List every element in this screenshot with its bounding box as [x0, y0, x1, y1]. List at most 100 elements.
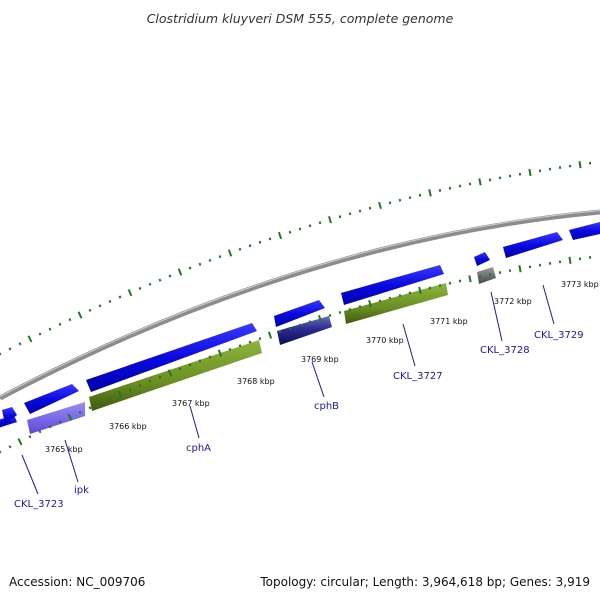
gene-arrow[interactable]	[503, 232, 563, 258]
minor-tick	[448, 186, 452, 190]
minor-tick	[8, 347, 12, 351]
minor-tick	[28, 435, 32, 439]
gene-arrow[interactable]	[274, 300, 325, 327]
minor-tick	[188, 266, 192, 270]
gene-block-gray[interactable]	[477, 267, 496, 284]
gene-block-green[interactable]	[344, 283, 448, 324]
minor-tick	[108, 299, 112, 303]
minor-tick	[398, 198, 402, 202]
major-tick	[117, 390, 123, 398]
minor-tick	[208, 355, 212, 359]
kbp-label: 3772 kbp	[494, 297, 532, 306]
minor-tick	[388, 296, 392, 300]
minor-tick	[228, 347, 232, 351]
gene-block-navy[interactable]	[277, 316, 332, 345]
minor-tick	[298, 323, 302, 327]
major-tick	[328, 216, 332, 224]
minor-tick	[0, 352, 2, 356]
minor-tick	[308, 320, 312, 324]
minor-tick	[418, 193, 422, 197]
major-tick	[277, 231, 283, 240]
minor-tick	[208, 258, 212, 262]
major-tick	[167, 369, 173, 377]
minor-tick	[318, 221, 322, 225]
accession-text: Accession: NC_009706	[9, 575, 145, 589]
gene-label-leaders	[21, 284, 555, 495]
gene-arrow[interactable]	[341, 265, 444, 305]
minor-tick	[238, 344, 242, 348]
map-title: Clostridium kluyveri DSM 555, complete g…	[147, 11, 454, 26]
minor-tick	[428, 286, 432, 290]
major-tick	[478, 178, 482, 186]
minor-tick	[158, 375, 162, 379]
minor-tick	[408, 291, 412, 295]
minor-tick	[238, 247, 242, 251]
gene-label[interactable]: CKL_3729	[534, 330, 584, 341]
gene-arrow[interactable]	[86, 323, 257, 392]
minor-tick	[98, 304, 102, 308]
minor-tick	[38, 430, 42, 434]
minor-tick	[98, 401, 102, 405]
minor-tick	[288, 230, 292, 234]
gene-label[interactable]: cphA	[186, 443, 211, 454]
minor-tick	[258, 337, 262, 341]
minor-tick	[138, 384, 142, 388]
gene-label[interactable]: CKL_3727	[393, 371, 443, 382]
minor-tick	[128, 388, 132, 392]
minor-tick	[88, 308, 92, 312]
gene-arrow[interactable]	[569, 222, 600, 240]
genome-summary-text: Topology: circular; Length: 3,964,618 bp…	[259, 575, 590, 589]
major-tick	[267, 331, 273, 339]
major-tick	[368, 300, 372, 308]
minor-tick	[278, 330, 282, 334]
kbp-label: 3771 kbp	[430, 317, 468, 326]
major-tick	[17, 438, 23, 446]
minor-tick	[248, 340, 252, 344]
gene-arrow[interactable]	[24, 384, 79, 414]
major-tick	[177, 268, 183, 276]
minor-tick	[448, 281, 452, 285]
outer-tick-row	[0, 161, 592, 356]
gene-label[interactable]: CKL_3723	[14, 499, 64, 510]
minor-tick	[148, 282, 152, 286]
gene-block-green[interactable]	[89, 340, 262, 411]
gene-label[interactable]: CKL_3728	[480, 345, 530, 356]
minor-tick	[338, 310, 342, 314]
forward-genes	[0, 222, 600, 428]
minor-tick	[438, 284, 442, 288]
minor-tick	[78, 410, 82, 414]
minor-tick	[398, 294, 402, 298]
minor-tick	[298, 227, 302, 231]
minor-tick	[478, 275, 482, 279]
minor-tick	[458, 279, 462, 283]
gene-labels: CKL_3723 ipk cphA cphB CKL_3727 CKL_3728…	[14, 330, 584, 510]
minor-tick	[168, 274, 172, 278]
minor-tick	[308, 224, 312, 228]
kbp-labels: 3765 kbp 3766 kbp 3767 kbp 3768 kbp 3769…	[45, 280, 599, 454]
major-tick	[127, 289, 133, 297]
gene-label[interactable]: cphB	[314, 401, 339, 412]
minor-tick	[258, 240, 262, 244]
minor-tick	[58, 420, 62, 424]
minor-tick	[348, 307, 352, 312]
major-tick	[428, 189, 432, 197]
major-tick	[27, 335, 33, 343]
minor-tick	[468, 182, 472, 186]
minor-tick	[408, 196, 412, 200]
minor-tick	[358, 209, 362, 213]
minor-tick	[358, 305, 362, 309]
gene-block-lavender[interactable]	[27, 402, 85, 434]
gene-label[interactable]: ipk	[74, 485, 89, 496]
minor-tick	[378, 299, 382, 303]
minor-tick	[68, 318, 72, 322]
gene-arrow[interactable]	[474, 252, 490, 266]
minor-tick	[108, 397, 112, 401]
minor-tick	[218, 255, 222, 259]
kbp-label: 3767 kbp	[172, 399, 210, 408]
gene-arrow[interactable]	[2, 407, 17, 424]
minor-tick	[368, 206, 372, 210]
major-tick	[518, 265, 522, 273]
minor-tick	[458, 184, 462, 188]
minor-tick	[338, 215, 342, 219]
minor-tick	[58, 322, 62, 326]
